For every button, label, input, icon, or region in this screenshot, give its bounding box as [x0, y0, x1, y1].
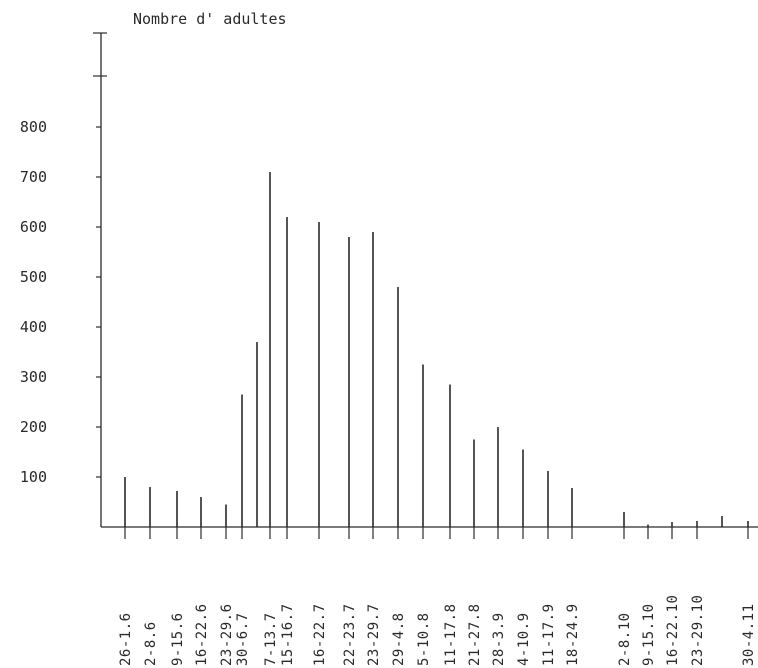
y-tick-label: 700 [20, 168, 47, 186]
x-tick-label: 21-27.8 [467, 603, 483, 666]
x-tick-label: 9-15.6 [170, 612, 186, 666]
x-ticks: 26-1.6 2-8.6 9-15.6 16-22.6 23-29.6 30-6.7 7-1… [118, 527, 757, 666]
y-tick-label: 400 [20, 318, 47, 336]
x-tick-label: 23-29.7 [366, 603, 382, 666]
x-tick-label: 30-4.11 [741, 603, 757, 666]
x-tick-label: 4-10.9 [516, 612, 532, 666]
x-tick-label: 2-8.6 [143, 621, 159, 666]
x-tick-label: 16-22.7 [312, 603, 328, 666]
x-tick-label: 11-17.9 [541, 603, 557, 666]
x-tick-label: 18-24.9 [565, 603, 581, 666]
bars [124, 172, 749, 527]
y-ticks: 100 200 300 400 500 600 700 800 [20, 32, 107, 486]
x-tick-label: 7-13.7 [263, 612, 279, 666]
x-tick-label: 11-17.8 [443, 603, 459, 666]
y-axis-label: Nombre d' adultes [133, 10, 287, 28]
y-tick-label: 200 [20, 418, 47, 436]
x-tick-label: 2-8.10 [617, 612, 633, 666]
y-tick-label: 800 [20, 118, 47, 136]
y-tick-label: 300 [20, 368, 47, 386]
x-tick-label: 30-6.7 [235, 612, 251, 666]
x-tick-label: 16-22.10 [665, 595, 681, 666]
x-tick-label: 26-1.6 [118, 612, 134, 666]
y-tick-label: 500 [20, 268, 47, 286]
y-tick-label: 600 [20, 218, 47, 236]
x-tick-label: 9-15.10 [641, 603, 657, 666]
x-tick-label: 15-16.7 [280, 603, 296, 666]
x-tick-label: 28-3.9 [491, 612, 507, 666]
x-tick-label: 23-29.6 [219, 603, 235, 666]
x-tick-label: 29-4.8 [391, 612, 407, 666]
x-tick-label: 23-29.10 [690, 595, 706, 666]
x-tick-label: 22-23.7 [342, 603, 358, 666]
x-tick-label: 16-22.6 [194, 603, 210, 666]
y-tick-label: 100 [20, 468, 47, 486]
x-tick-label: 5-10.8 [416, 612, 432, 666]
